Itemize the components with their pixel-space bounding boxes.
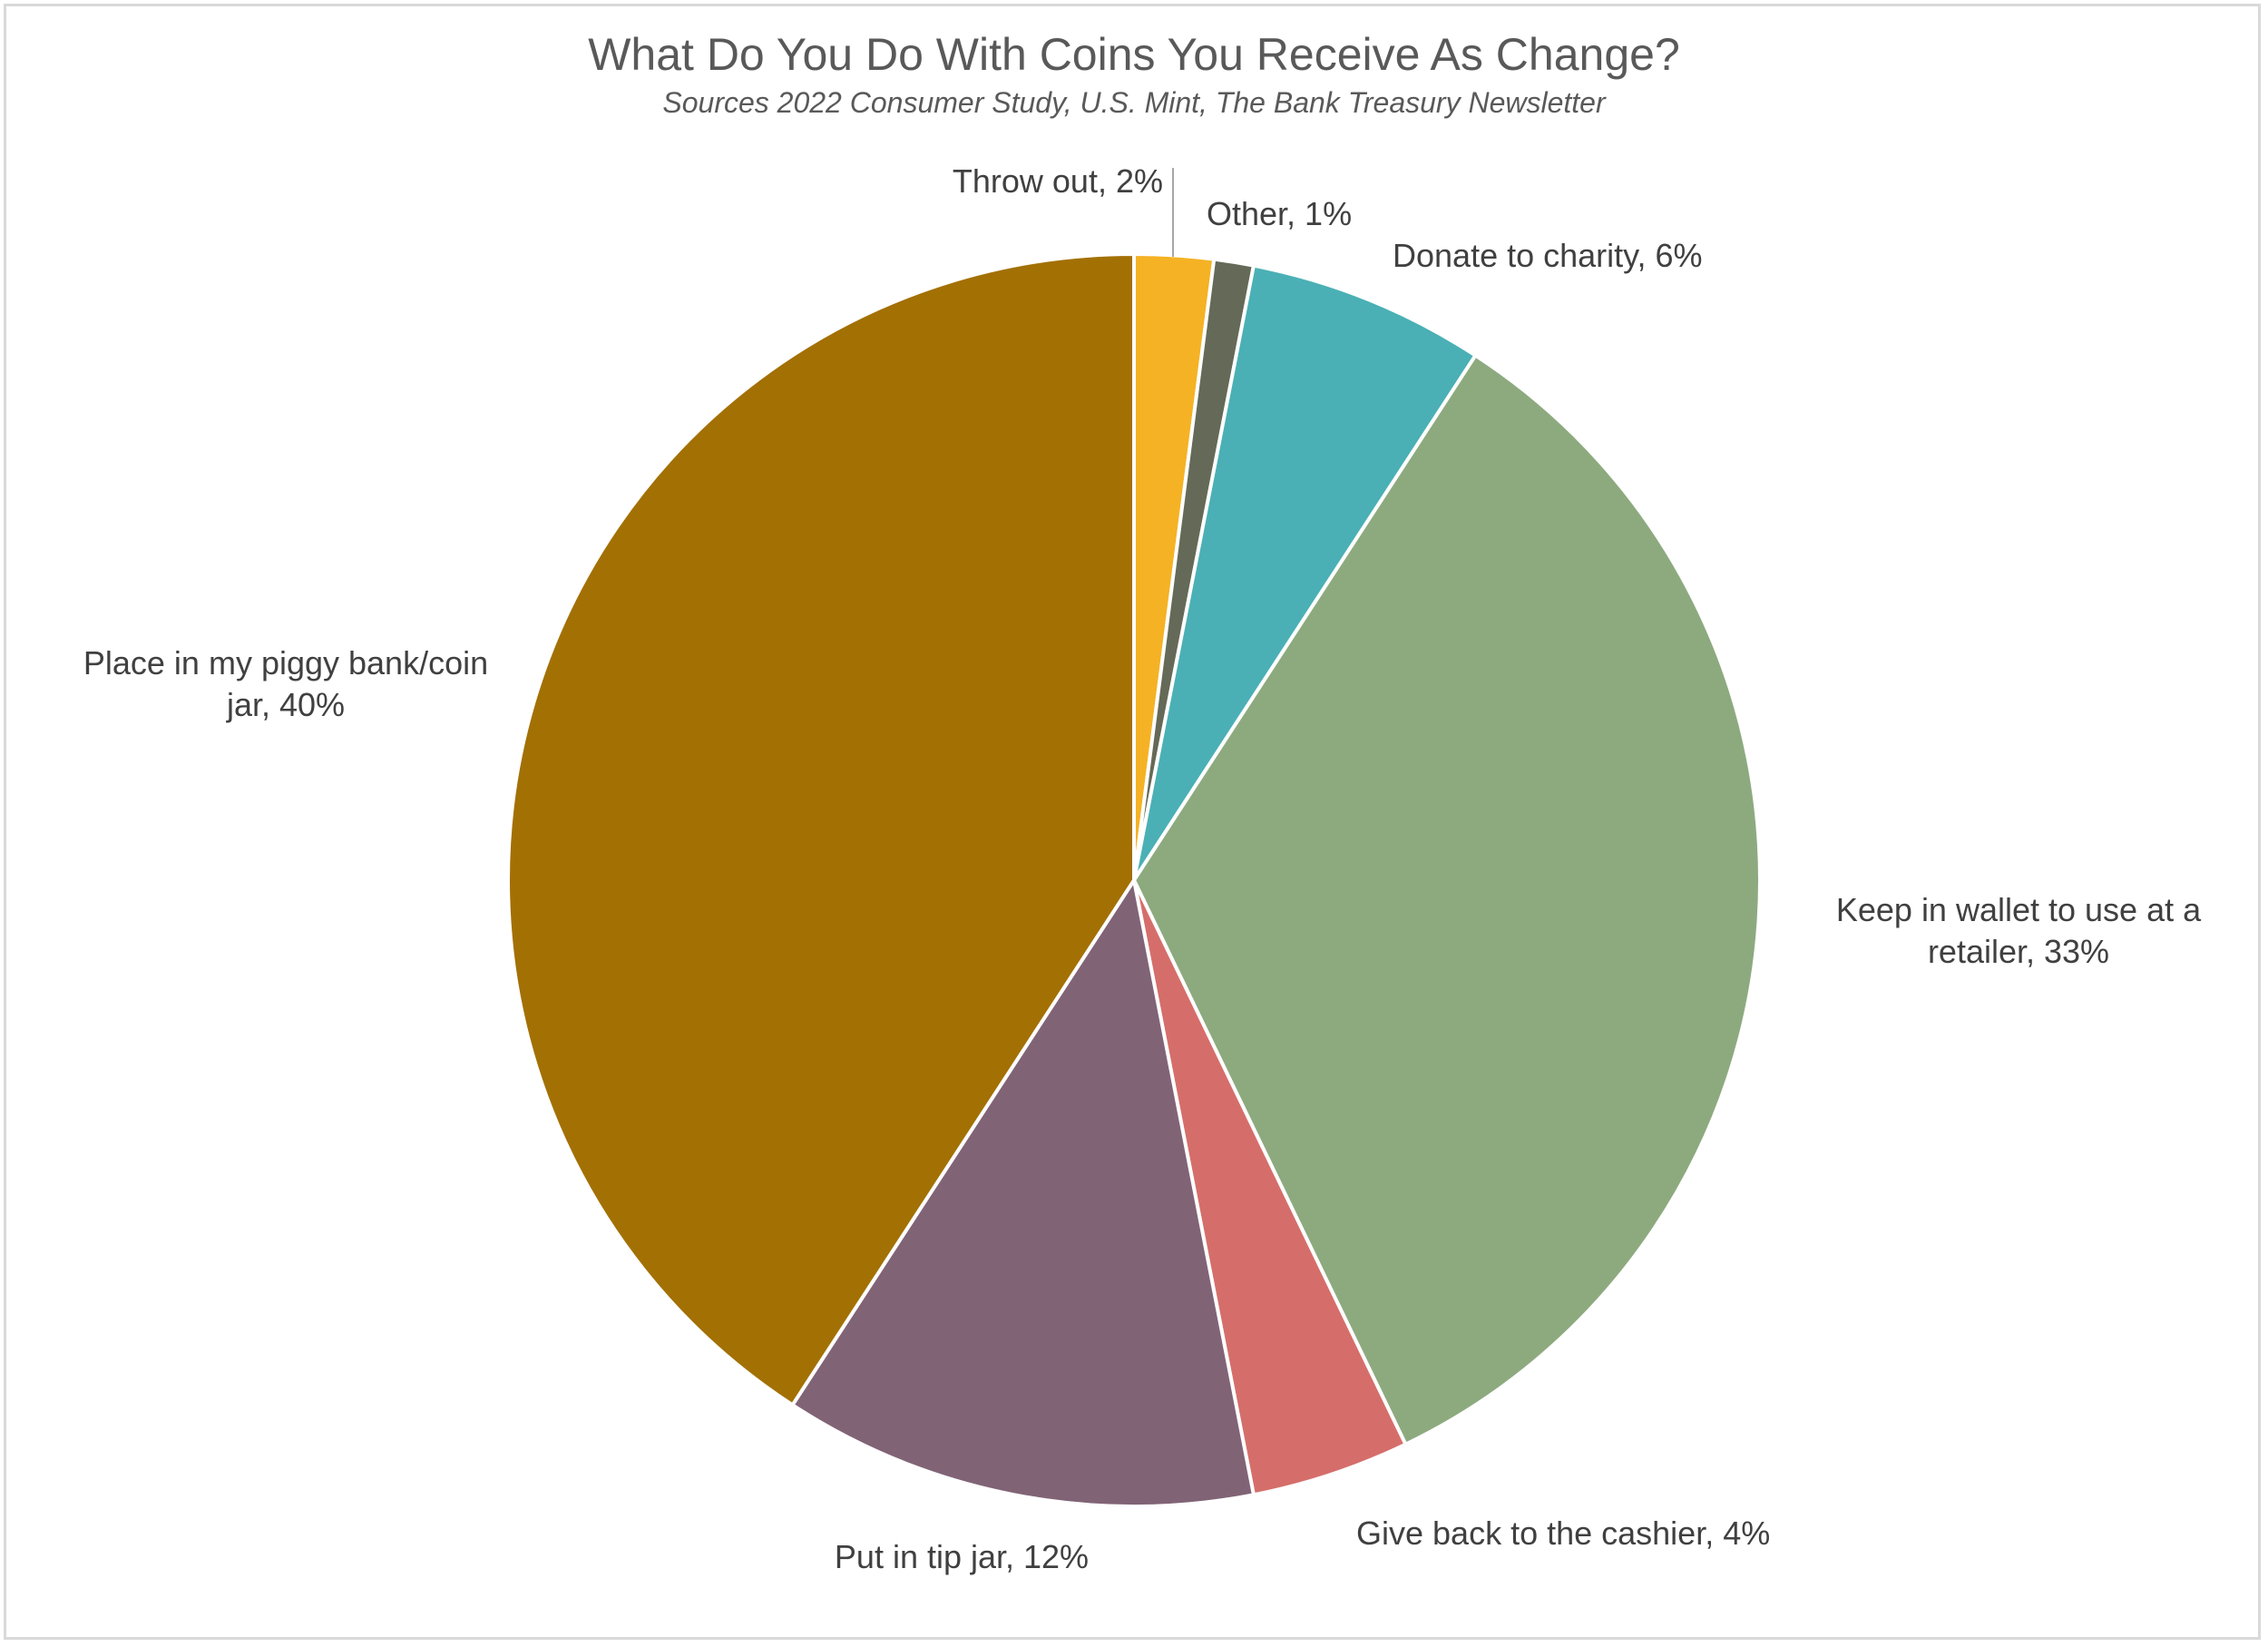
pie-slice-3 <box>1132 263 1478 882</box>
slice-label-7: Place in my piggy bank/coin jar, 40% <box>83 644 488 723</box>
slice-label-6: Put in tip jar, 12% <box>835 1538 1089 1575</box>
slice-label-line: Throw out, 2% <box>953 162 1163 200</box>
pie-slice-7 <box>506 252 1136 1407</box>
slice-label-line: retailer, 33% <box>1928 933 2109 970</box>
slice-label-line: Put in tip jar, 12% <box>835 1538 1089 1575</box>
chart-subtitle: Sources 2022 Consumer Study, U.S. Mint, … <box>662 86 1606 119</box>
slice-label-line: Donate to charity, 6% <box>1393 237 1703 274</box>
slice-label-line: jar, 40% <box>226 686 345 723</box>
slice-label-5: Give back to the cashier, 4% <box>1356 1515 1770 1552</box>
chart-title: What Do You Do With Coins You Receive As… <box>588 29 1680 80</box>
pie-slice-6 <box>790 878 1256 1508</box>
slice-label-4: Keep in wallet to use at a retailer, 33% <box>1836 891 2202 970</box>
slice-label-line: Other, 1% <box>1207 195 1352 232</box>
pie-slice-5 <box>1132 878 1408 1497</box>
slice-label-line: Place in my piggy bank/coin <box>83 644 488 681</box>
slice-label-line: Give back to the cashier, 4% <box>1356 1515 1770 1552</box>
slice-label-1: Throw out, 2% <box>953 162 1163 200</box>
slice-label-3: Donate to charity, 6% <box>1393 237 1703 274</box>
pie-slice-4 <box>1132 353 1762 1446</box>
pie-slices <box>506 252 1762 1508</box>
slice-label-line: Keep in wallet to use at a <box>1836 891 2202 928</box>
slice-labels: Throw out, 2% Other, 1% Donate to charity,… <box>83 162 2202 1575</box>
slice-label-2: Other, 1% <box>1207 195 1352 232</box>
